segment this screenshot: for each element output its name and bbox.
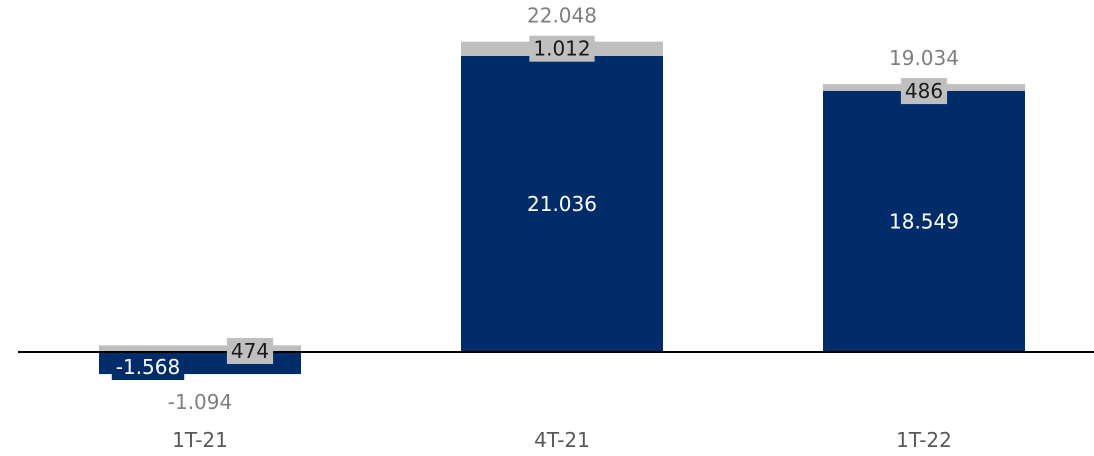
data-label-primary-group: 21.036 — [527, 192, 597, 216]
total-label: -1.094 — [168, 390, 232, 414]
x-tick-label: 4T-21 — [534, 428, 590, 452]
data-label-secondary-group: 474 — [226, 338, 274, 364]
total-label: 19.034 — [889, 46, 959, 70]
total-label-group: 19.034 — [889, 46, 959, 70]
x-tick-label-group: 1T-21 — [172, 428, 228, 452]
total-label-group: -1.094 — [168, 390, 232, 414]
total-label-group: 22.048 — [527, 4, 597, 28]
x-tick-label: 1T-22 — [896, 428, 952, 452]
bar-segment-primary — [461, 55, 663, 352]
total-label: 22.048 — [527, 4, 597, 28]
data-label-secondary-background — [900, 78, 948, 105]
data-label-primary: 21.036 — [527, 192, 597, 216]
data-label-primary-group: -1.568 — [111, 354, 185, 380]
data-label-primary-group: 18.549 — [889, 209, 959, 233]
data-label-secondary: 474 — [231, 339, 269, 363]
bar-segment-secondary — [99, 345, 301, 352]
data-label-primary-background — [111, 354, 185, 380]
bar-segment-primary — [823, 90, 1025, 353]
data-label-secondary-group: 1.012 — [529, 35, 595, 62]
x-tick-label: 1T-21 — [172, 428, 228, 452]
x-tick-label-group: 4T-21 — [534, 428, 590, 452]
x-tick-label-group: 1T-22 — [896, 428, 952, 452]
data-label-primary: 18.549 — [889, 209, 959, 233]
data-label-secondary: 1.012 — [533, 37, 590, 61]
data-label-secondary-background — [529, 35, 595, 62]
data-label-secondary: 486 — [905, 79, 943, 103]
data-label-secondary-group: 486 — [900, 78, 948, 105]
data-label-primary: -1.568 — [116, 355, 180, 379]
labels-layer: 1T-21 -1.568 474 -1.094 4T-21 21.036 1.012 22.0… — [111, 4, 959, 452]
data-label-secondary-background — [226, 338, 274, 364]
